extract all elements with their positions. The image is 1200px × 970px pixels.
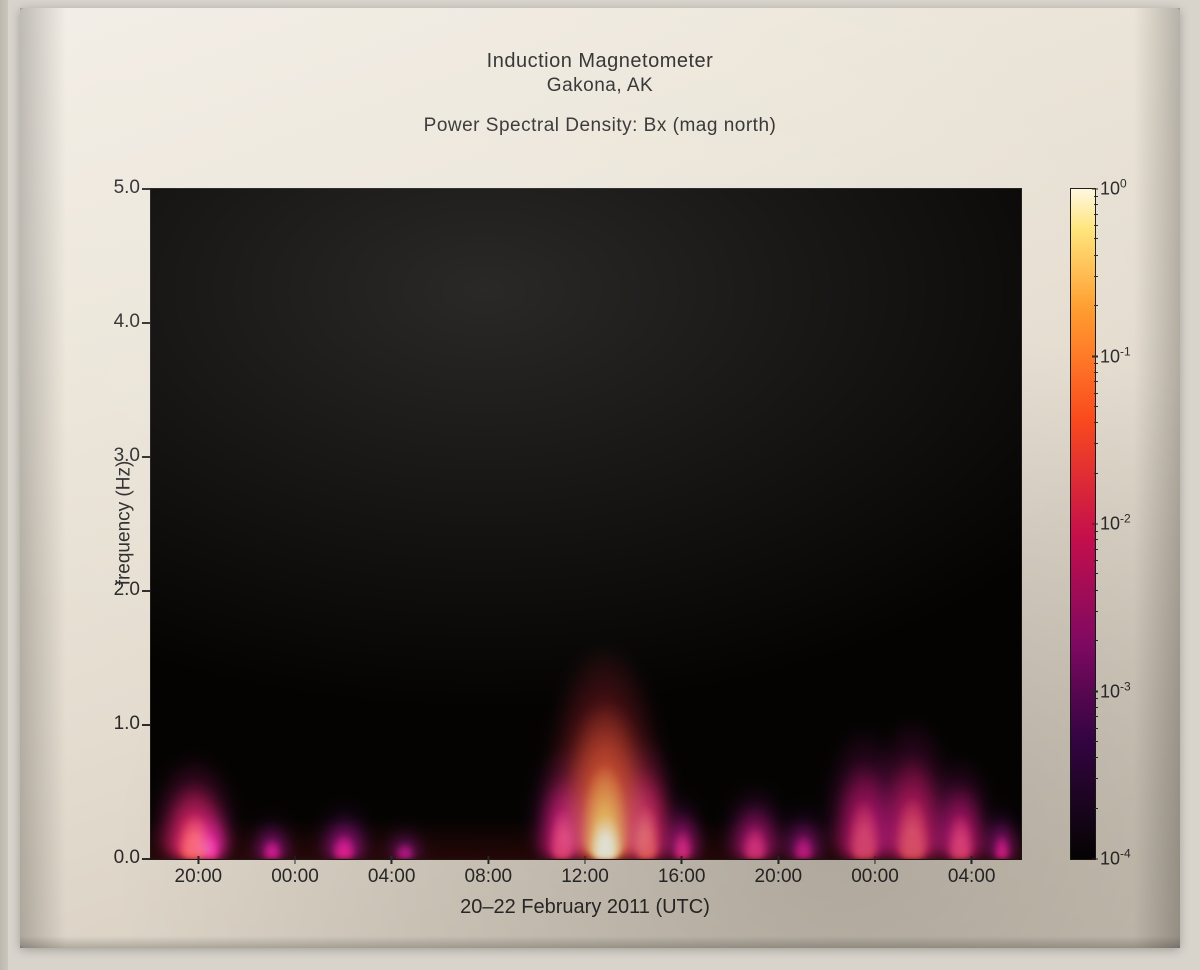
page-left-edge <box>0 0 8 970</box>
y-tick: 3.0 <box>90 445 140 467</box>
x-tick: 08:00 <box>465 866 513 888</box>
x-tick: 20:00 <box>175 866 223 888</box>
chart-title-3: Power Spectral Density: Bx (mag north) <box>20 115 1180 137</box>
colorbar-tick: 100 <box>1100 177 1127 200</box>
colorbar-minor-tick <box>1094 422 1098 423</box>
colorbar-minor-tick <box>1094 214 1098 215</box>
paper-bottom-shadow <box>20 936 1180 948</box>
x-tick: 12:00 <box>561 866 609 888</box>
y-axis-label: frequency (Hz) <box>113 461 135 586</box>
colorbar-minor-tick <box>1094 698 1098 699</box>
colorbar-minor-tick <box>1094 276 1098 277</box>
x-tick: 04:00 <box>948 866 996 888</box>
paper-sheet: Induction Magnetometer Gakona, AK Power … <box>20 8 1180 948</box>
chart-title-1: Induction Magnetometer <box>20 50 1180 73</box>
x-tick: 16:00 <box>658 866 706 888</box>
x-tick: 00:00 <box>271 866 319 888</box>
colorbar-minor-tick <box>1094 549 1098 550</box>
x-tick: 20:00 <box>755 866 803 888</box>
x-tick: 04:00 <box>368 866 416 888</box>
colorbar-minor-tick <box>1094 473 1098 474</box>
spectrogram-plot-area: frequency (Hz) 20–22 February 2011 (UTC)… <box>150 188 1020 858</box>
colorbar-minor-tick <box>1094 539 1098 540</box>
y-tick: 4.0 <box>90 311 140 333</box>
colorbar-minor-tick <box>1094 196 1098 197</box>
colorbar-minor-tick <box>1094 611 1098 612</box>
colorbar-minor-tick <box>1094 372 1098 373</box>
y-tick: 0.0 <box>90 847 140 869</box>
colorbar-minor-tick <box>1094 363 1098 364</box>
colorbar-minor-tick <box>1094 531 1098 532</box>
colorbar-tick: 10-1 <box>1100 344 1131 367</box>
colorbar-minor-tick <box>1094 716 1098 717</box>
colorbar-tick: 10-2 <box>1100 512 1131 535</box>
colorbar-minor-tick <box>1094 443 1098 444</box>
chart-titles: Induction Magnetometer Gakona, AK Power … <box>20 48 1180 139</box>
spectrogram-event <box>262 839 282 859</box>
spectrogram-heatmap <box>150 188 1022 860</box>
colorbar-minor-tick <box>1094 381 1098 382</box>
x-axis-label: 20–22 February 2011 (UTC) <box>150 896 1020 919</box>
colorbar-tick: 10-3 <box>1100 679 1131 702</box>
colorbar-minor-tick <box>1094 560 1098 561</box>
colorbar-minor-tick <box>1094 238 1098 239</box>
spectrogram-event <box>395 843 415 859</box>
colorbar: Bx PSD (V²/Hz) 10010-110-210-310-4 <box>1070 188 1094 858</box>
colorbar-minor-tick <box>1094 728 1098 729</box>
x-tick: 00:00 <box>851 866 899 888</box>
colorbar-minor-tick <box>1094 707 1098 708</box>
chart-title-2: Gakona, AK <box>20 75 1180 97</box>
colorbar-minor-tick <box>1094 573 1098 574</box>
colorbar-minor-tick <box>1094 204 1098 205</box>
y-tick: 2.0 <box>90 579 140 601</box>
y-tick: 1.0 <box>90 713 140 735</box>
colorbar-tick: 10-4 <box>1100 847 1131 870</box>
colorbar-minor-tick <box>1094 225 1098 226</box>
spectrogram-event <box>994 835 1010 859</box>
colorbar-minor-tick <box>1094 741 1098 742</box>
colorbar-minor-tick <box>1094 305 1098 306</box>
colorbar-minor-tick <box>1094 640 1098 641</box>
colorbar-minor-tick <box>1094 778 1098 779</box>
colorbar-minor-tick <box>1094 808 1098 809</box>
colorbar-minor-tick <box>1094 255 1098 256</box>
colorbar-minor-tick <box>1094 406 1098 407</box>
colorbar-minor-tick <box>1094 393 1098 394</box>
y-tick: 5.0 <box>90 177 140 199</box>
colorbar-minor-tick <box>1094 757 1098 758</box>
colorbar-minor-tick <box>1094 590 1098 591</box>
